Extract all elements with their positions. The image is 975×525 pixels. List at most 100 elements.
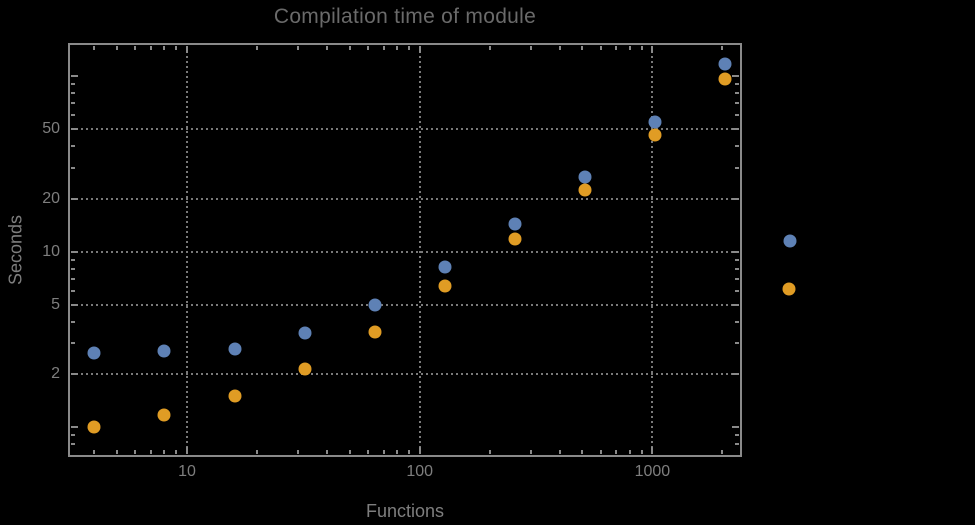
data-point-blue-x256	[508, 217, 522, 231]
data-point-blue-x8	[157, 344, 171, 358]
data-point-orange-x32	[298, 362, 312, 376]
x-tick-60	[367, 450, 370, 454]
x-tick-top-90	[408, 46, 411, 50]
x-tick-100	[418, 447, 421, 454]
y-tick-right-6	[735, 289, 739, 292]
x-tick-label-1000: 1000	[634, 463, 671, 480]
data-point-orange-x128	[438, 279, 452, 293]
y-tick-right-40	[735, 145, 739, 148]
y-tick-right-0.9	[735, 434, 739, 437]
y-tick-right-5	[732, 303, 739, 306]
x-tick-top-80	[396, 46, 399, 50]
legend-marker-blue	[783, 234, 797, 248]
y-tick-0.9	[71, 434, 75, 437]
y-tick-right-80	[735, 92, 739, 95]
x-tick-5	[115, 450, 118, 454]
x-tick-700	[615, 450, 618, 454]
x-tick-top-30	[297, 46, 300, 50]
x-tick-top-600	[599, 46, 602, 50]
x-tick-top-60	[367, 46, 370, 50]
x-tick-top-20	[256, 46, 259, 50]
x-tick-20	[256, 450, 259, 454]
x-tick-label-100: 100	[406, 463, 434, 480]
x-tick-600	[599, 450, 602, 454]
x-tick-30	[297, 450, 300, 454]
y-tick-right-2	[732, 373, 739, 376]
y-tick-4	[71, 320, 75, 323]
y-tick-right-20	[732, 197, 739, 200]
y-tick-right-4	[735, 320, 739, 323]
legend-marker-orange	[782, 282, 796, 296]
y-tick-5	[71, 303, 78, 306]
gridline-x-1000	[651, 46, 654, 454]
x-tick-7	[149, 450, 152, 454]
x-tick-top-5	[115, 46, 118, 50]
x-tick-top-70	[382, 46, 385, 50]
data-point-orange-x4	[87, 420, 101, 434]
y-tick-30	[71, 166, 75, 169]
x-tick-top-50	[348, 46, 351, 50]
plot-frame	[68, 43, 742, 457]
x-tick-500	[581, 450, 584, 454]
y-axis-label: Seconds	[5, 214, 26, 286]
x-tick-6	[134, 450, 137, 454]
x-tick-top-300	[529, 46, 532, 50]
x-tick-top-1000	[651, 46, 654, 53]
y-tick-right-0.8	[735, 443, 739, 446]
y-tick-50	[71, 128, 78, 131]
data-point-orange-x64	[368, 325, 382, 339]
y-tick-60	[71, 114, 75, 117]
data-point-orange-x1024	[648, 128, 662, 142]
x-tick-300	[529, 450, 532, 454]
gridline-y-5	[71, 303, 739, 306]
y-tick-6	[71, 289, 75, 292]
gridline-y-10	[71, 250, 739, 253]
x-tick-8	[163, 450, 166, 454]
chart-title: Compilation time of module	[273, 5, 537, 28]
y-tick-right-10	[732, 250, 739, 253]
x-tick-80	[396, 450, 399, 454]
y-tick-70	[71, 102, 75, 105]
y-tick-right-7	[735, 277, 739, 280]
y-tick-right-30	[735, 166, 739, 169]
data-point-blue-x512	[578, 170, 592, 184]
x-tick-top-40	[326, 46, 329, 50]
data-point-blue-x32	[298, 326, 312, 340]
y-tick-40	[71, 145, 75, 148]
y-tick-0.8	[71, 443, 75, 446]
x-tick-70	[382, 450, 385, 454]
x-tick-top-10	[186, 46, 189, 53]
x-tick-1000	[651, 447, 654, 454]
data-point-blue-x2048	[718, 57, 732, 71]
data-point-blue-x16	[228, 342, 241, 356]
y-tick-right-100	[732, 75, 739, 78]
x-tick-50	[348, 450, 351, 454]
y-tick-right-60	[735, 114, 739, 117]
x-axis-label: Functions	[365, 501, 445, 521]
y-tick-9	[71, 258, 75, 261]
x-tick-top-200	[488, 46, 491, 50]
x-tick-top-9	[175, 46, 178, 50]
x-tick-400	[558, 450, 561, 454]
y-tick-7	[71, 277, 75, 280]
gridline-y-20	[71, 197, 739, 200]
data-point-orange-x2048	[718, 72, 732, 86]
y-tick-right-50	[732, 128, 739, 131]
y-tick-right-9	[735, 258, 739, 261]
y-tick-20	[71, 197, 78, 200]
x-tick-2000	[721, 450, 724, 454]
y-tick-right-90	[735, 83, 739, 86]
data-point-blue-x64	[368, 298, 382, 311]
gridline-x-100	[418, 46, 421, 454]
y-tick-label-20: 20	[42, 189, 60, 207]
x-tick-top-900	[640, 46, 643, 50]
y-tick-1	[71, 426, 78, 429]
x-tick-90	[408, 450, 411, 454]
y-tick-label-2: 2	[51, 365, 60, 383]
x-tick-top-700	[615, 46, 618, 50]
data-point-orange-x8	[157, 408, 171, 422]
x-tick-10	[186, 447, 189, 454]
y-tick-80	[71, 92, 75, 95]
data-point-blue-x4	[87, 346, 101, 360]
